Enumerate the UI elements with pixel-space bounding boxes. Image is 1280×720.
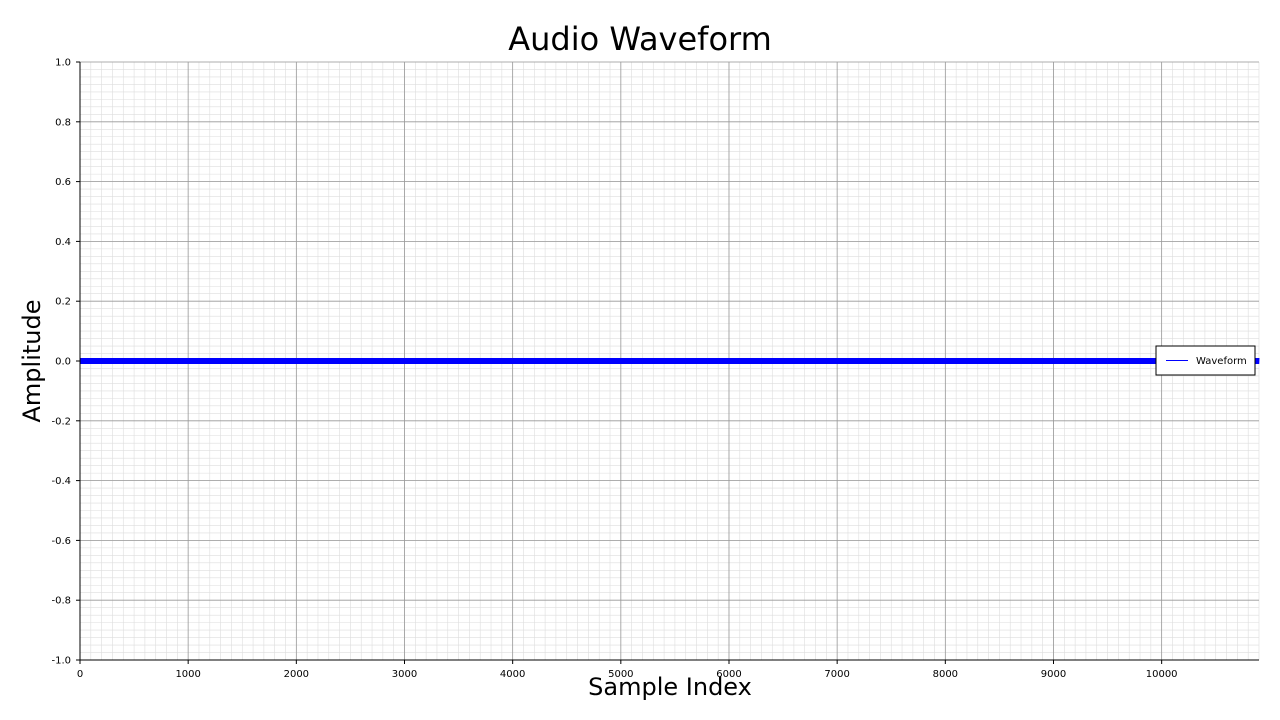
y-tick-label: 0.8 [55, 117, 71, 128]
x-tick-label: 10000 [1146, 669, 1178, 680]
x-tick-label: 2000 [284, 669, 309, 680]
y-tick-label: -0.8 [51, 596, 71, 607]
legend: Waveform [1155, 345, 1256, 376]
x-tick-label: 0 [77, 669, 83, 680]
x-tick-label: 3000 [392, 669, 417, 680]
y-tick-label: -0.2 [51, 416, 71, 427]
y-tick-label: -0.6 [51, 536, 71, 547]
series-layer [79, 357, 1260, 365]
x-tick-label: 9000 [1041, 669, 1066, 680]
y-tick-label: -0.4 [51, 476, 71, 487]
x-tick-label: 8000 [933, 669, 958, 680]
y-tick-label: 0.4 [55, 237, 71, 248]
x-tick-label: 7000 [824, 669, 849, 680]
series-line-waveform [79, 357, 1260, 365]
x-tick-label: 5000 [608, 669, 633, 680]
chart-title: Audio Waveform [508, 20, 772, 58]
x-axis-label: Sample Index [588, 673, 752, 701]
legend-label-waveform: Waveform [1196, 356, 1247, 367]
y-axis-label: Amplitude [18, 300, 46, 423]
y-tick-label: 0.2 [55, 297, 71, 308]
y-tick-label: 1.0 [55, 58, 71, 69]
tick-layer: 0 1000 2000 3000 4000 5000 6000 7000 8000 9000 100… [51, 58, 1177, 681]
y-tick-label: 0.6 [55, 177, 71, 188]
y-tick-label: 0.0 [55, 357, 71, 368]
y-tick-label: -1.0 [51, 656, 71, 667]
x-tick-label: 4000 [500, 669, 525, 680]
x-tick-label: 6000 [716, 669, 741, 680]
x-tick-label: 1000 [175, 669, 200, 680]
